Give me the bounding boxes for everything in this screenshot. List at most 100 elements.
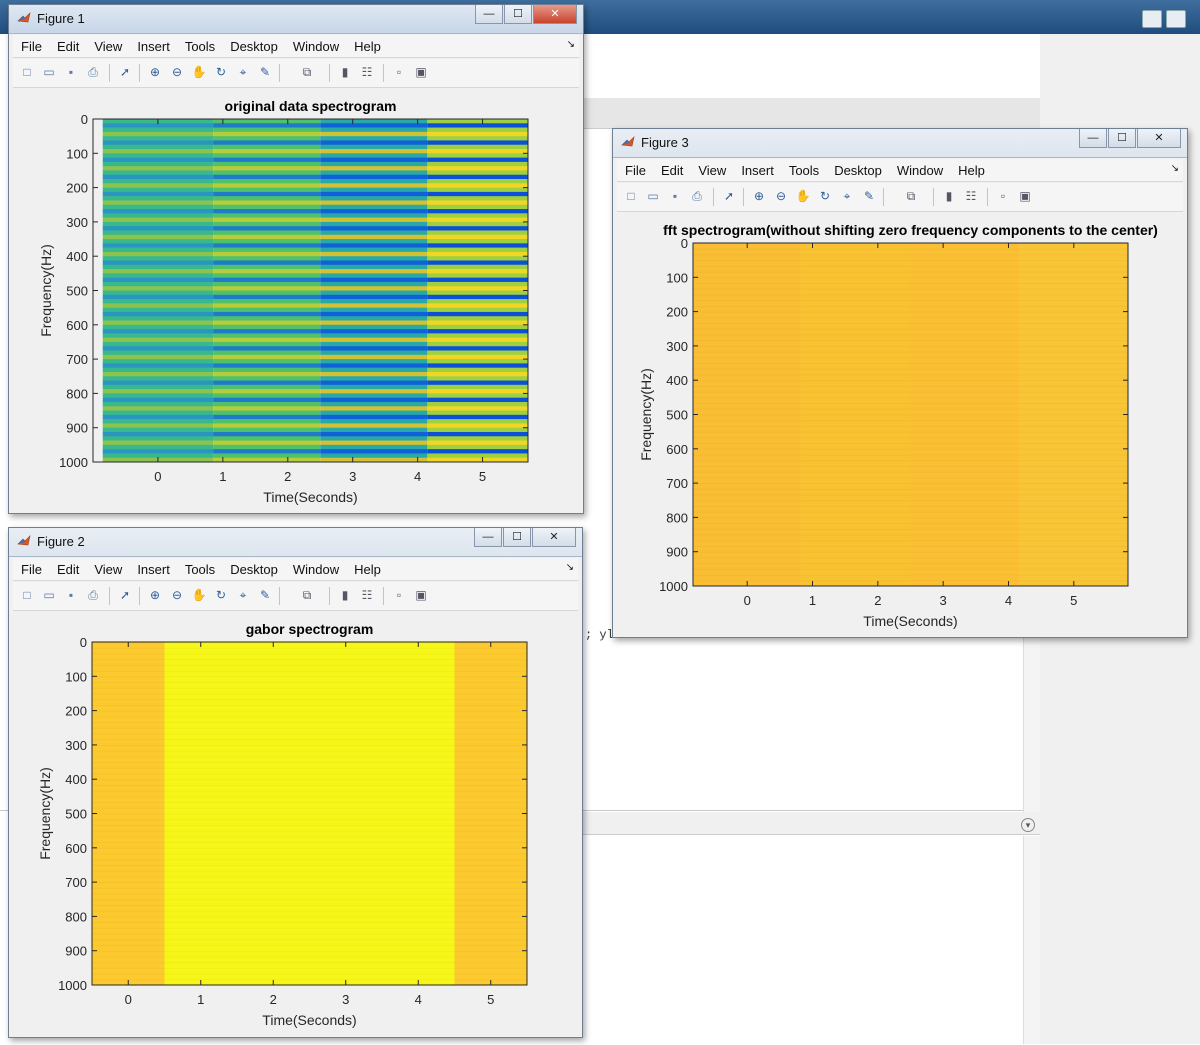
menu-help[interactable]: Help (958, 163, 985, 178)
window-title-bar[interactable]: Figure 3 — ☐ ✕ (613, 129, 1187, 158)
menu-insert[interactable]: Insert (741, 163, 774, 178)
command-window[interactable] (583, 812, 1040, 1045)
menu-view[interactable]: View (698, 163, 727, 178)
show-plot-tools-icon[interactable]: ▣ (415, 588, 427, 602)
menu-help[interactable]: Help (354, 39, 381, 54)
data-cursor-icon[interactable]: ⌖ (843, 189, 851, 203)
spectrogram-texture (455, 859, 528, 860)
editor-scrollbar[interactable] (1023, 636, 1040, 812)
rotate-3d-icon[interactable]: ↻ (215, 588, 227, 602)
brush-icon[interactable]: ✎ (259, 65, 271, 79)
pointer-icon[interactable]: ➚ (119, 588, 131, 602)
spectrogram-chart[interactable]: 0 100 200 300 400 500 600 700 800 900 1000 0 1 2 3 4 5 or… (13, 89, 579, 505)
menu-window[interactable]: Window (292, 39, 340, 54)
chevron-down-icon[interactable]: ▾ (1021, 818, 1035, 832)
link-plot-icon[interactable]: ⧉ (302, 65, 312, 79)
menu-desktop[interactable]: Desktop (834, 163, 882, 178)
dock-arrow-icon[interactable]: ↘ (565, 562, 574, 573)
close-button[interactable]: ✕ (1137, 129, 1181, 148)
close-button[interactable]: ✕ (532, 528, 576, 547)
spectrogram-chart[interactable]: 0 100 200 300 400 500 600 700 800 900 1000 0 1 2 3 4 5 ff… (617, 213, 1183, 629)
hide-plot-tools-icon[interactable]: ▫ (396, 588, 402, 602)
pan-icon[interactable]: ✋ (795, 189, 811, 203)
open-file-icon[interactable]: ▭ (647, 189, 659, 203)
show-plot-tools-icon[interactable]: ▣ (1019, 189, 1031, 203)
link-plot-icon[interactable]: ⧉ (906, 189, 916, 203)
data-cursor-icon[interactable]: ⌖ (239, 65, 247, 79)
menu-desktop[interactable]: Desktop (230, 562, 278, 577)
maximize-button[interactable]: ☐ (504, 5, 532, 24)
menu-tools[interactable]: Tools (788, 163, 820, 178)
pan-icon[interactable]: ✋ (191, 588, 207, 602)
pointer-icon[interactable]: ➚ (723, 189, 735, 203)
zoom-in-icon[interactable]: ⊕ (149, 65, 161, 79)
pan-icon[interactable]: ✋ (191, 65, 207, 79)
colorbar-icon[interactable]: ▮ (341, 65, 349, 79)
menu-file[interactable]: File (21, 39, 42, 54)
minimize-button[interactable]: — (475, 5, 503, 24)
desktop-save-icon[interactable] (1166, 10, 1186, 28)
menu-view[interactable]: View (94, 39, 123, 54)
zoom-out-icon[interactable]: ⊖ (775, 189, 787, 203)
colorbar-icon[interactable]: ▮ (341, 588, 349, 602)
new-figure-icon[interactable]: □ (23, 65, 31, 79)
menu-desktop[interactable]: Desktop (230, 39, 278, 54)
minimize-button[interactable]: — (1079, 129, 1107, 148)
print-icon[interactable]: ⎙ (692, 189, 702, 203)
save-icon[interactable]: ▪ (672, 189, 678, 203)
menu-tools[interactable]: Tools (184, 562, 216, 577)
menu-tools[interactable]: Tools (184, 39, 216, 54)
rotate-3d-icon[interactable]: ↻ (819, 189, 831, 203)
legend-icon[interactable]: ☷ (361, 588, 373, 602)
menu-insert[interactable]: Insert (137, 39, 170, 54)
open-file-icon[interactable]: ▭ (43, 65, 55, 79)
data-cursor-icon[interactable]: ⌖ (239, 588, 247, 602)
link-plot-icon[interactable]: ⧉ (302, 588, 312, 602)
maximize-button[interactable]: ☐ (503, 528, 531, 547)
figure-window-1[interactable]: Figure 1 — ☐ ✕ File Edit View Insert Tools Deskto… (8, 4, 584, 514)
menu-window[interactable]: Window (896, 163, 944, 178)
figure-window-2[interactable]: Figure 2 — ☐ ✕ File Edit View Insert Tools Deskto… (8, 527, 583, 1038)
save-icon[interactable]: ▪ (68, 588, 74, 602)
minimize-button[interactable]: — (474, 528, 502, 547)
hide-plot-tools-icon[interactable]: ▫ (1000, 189, 1006, 203)
dock-arrow-icon[interactable]: ↘ (1170, 163, 1179, 174)
pointer-icon[interactable]: ➚ (119, 65, 131, 79)
print-icon[interactable]: ⎙ (88, 588, 98, 602)
menu-file[interactable]: File (21, 562, 42, 577)
spectrogram-chart[interactable]: 0 100 200 300 400 500 600 700 800 900 1000 0 1 2 3 4 5 ga… (13, 612, 578, 1029)
open-file-icon[interactable]: ▭ (43, 588, 55, 602)
desktop-tool-icon[interactable] (1142, 10, 1162, 28)
zoom-out-icon[interactable]: ⊖ (171, 588, 183, 602)
colorbar-icon[interactable]: ▮ (945, 189, 953, 203)
zoom-in-icon[interactable]: ⊕ (149, 588, 161, 602)
legend-icon[interactable]: ☷ (361, 65, 373, 79)
new-figure-icon[interactable]: □ (23, 588, 31, 602)
show-plot-tools-icon[interactable]: ▣ (415, 65, 427, 79)
zoom-in-icon[interactable]: ⊕ (753, 189, 765, 203)
menu-edit[interactable]: Edit (660, 163, 684, 178)
menu-insert[interactable]: Insert (137, 562, 170, 577)
menu-file[interactable]: File (625, 163, 646, 178)
dock-arrow-icon[interactable]: ↘ (566, 39, 575, 50)
command-window-scrollbar[interactable] (1023, 836, 1040, 1044)
menu-edit[interactable]: Edit (56, 39, 80, 54)
menu-view[interactable]: View (94, 562, 123, 577)
menu-edit[interactable]: Edit (56, 562, 80, 577)
menu-help[interactable]: Help (354, 562, 381, 577)
hide-plot-tools-icon[interactable]: ▫ (396, 65, 402, 79)
brush-icon[interactable]: ✎ (259, 588, 271, 602)
zoom-out-icon[interactable]: ⊖ (171, 65, 183, 79)
new-figure-icon[interactable]: □ (627, 189, 635, 203)
figure-window-3[interactable]: Figure 3 — ☐ ✕ File Edit View Insert Tools Deskto… (612, 128, 1188, 638)
print-icon[interactable]: ⎙ (88, 65, 98, 79)
maximize-button[interactable]: ☐ (1108, 129, 1136, 148)
window-title-bar[interactable]: Figure 2 — ☐ ✕ (9, 528, 582, 557)
close-button[interactable]: ✕ (533, 5, 577, 24)
legend-icon[interactable]: ☷ (965, 189, 977, 203)
save-icon[interactable]: ▪ (68, 65, 74, 79)
menu-window[interactable]: Window (292, 562, 340, 577)
window-title-bar[interactable]: Figure 1 — ☐ ✕ (9, 5, 583, 34)
rotate-3d-icon[interactable]: ↻ (215, 65, 227, 79)
brush-icon[interactable]: ✎ (863, 189, 875, 203)
